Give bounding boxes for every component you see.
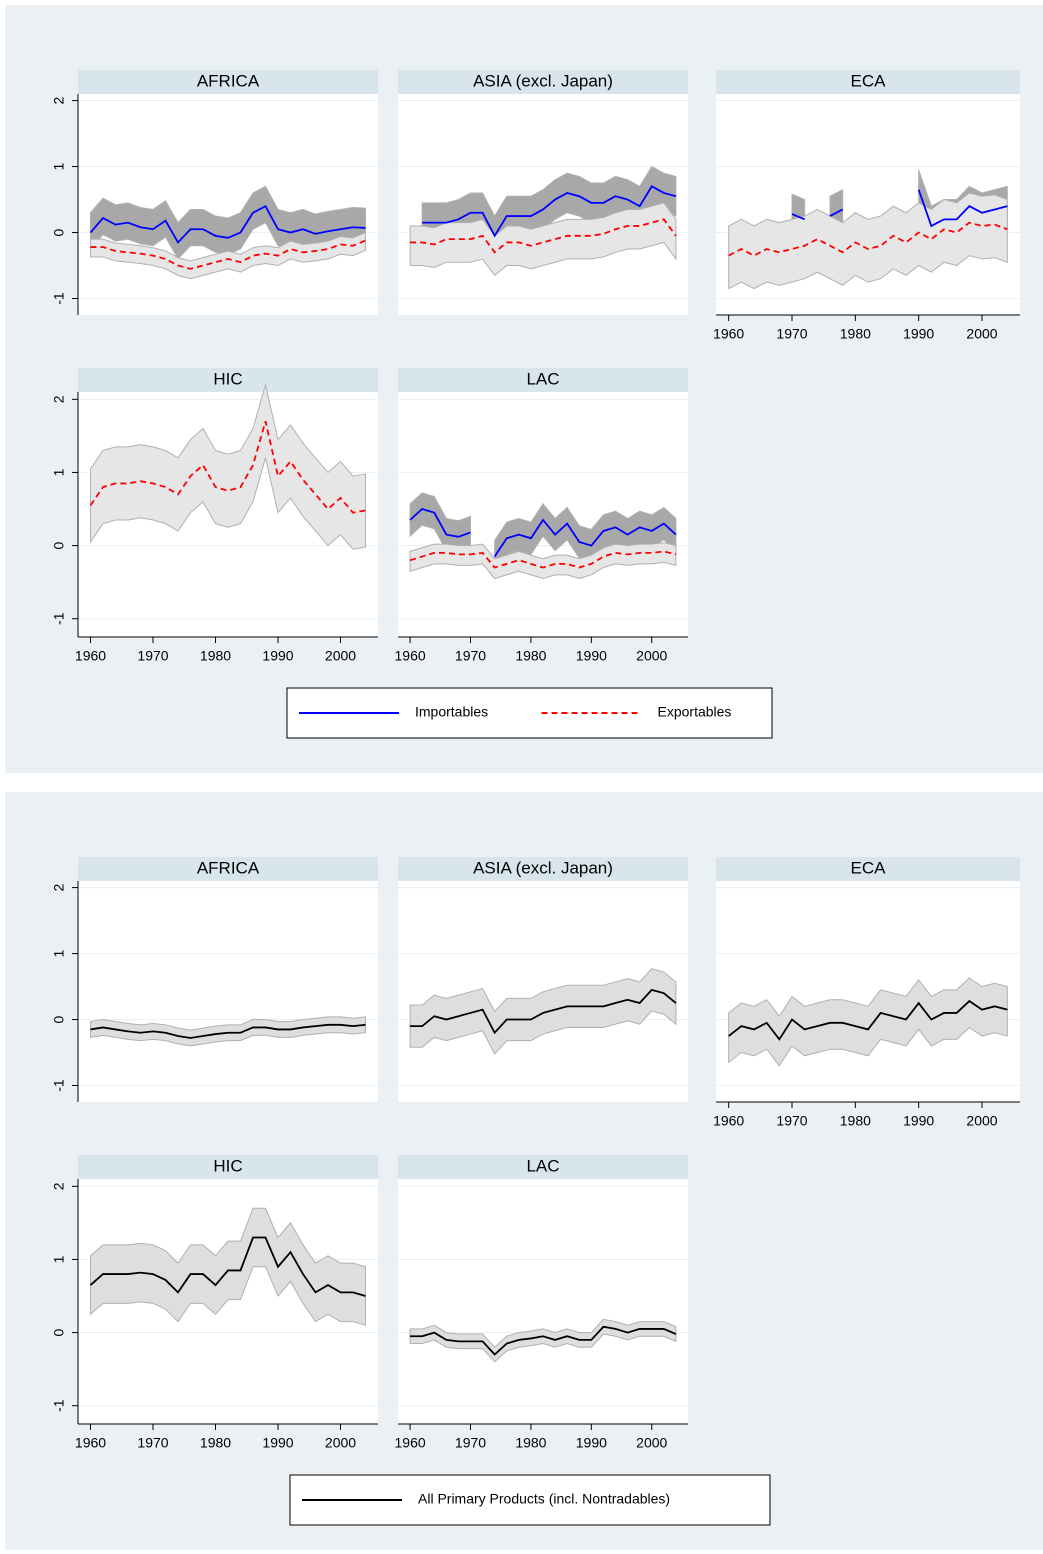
panel-title: LAC bbox=[526, 369, 559, 388]
panel-title: AFRICA bbox=[197, 858, 260, 877]
series-line bbox=[410, 988, 677, 1035]
x-tick-label: 1960 bbox=[75, 1435, 106, 1451]
confidence-band bbox=[728, 192, 1008, 290]
x-tick-label: 1980 bbox=[200, 1435, 231, 1451]
series-line bbox=[90, 239, 366, 270]
confidence-band bbox=[409, 492, 677, 575]
x-tick-label: 1980 bbox=[515, 1435, 546, 1451]
legend-label: Importables bbox=[415, 704, 488, 720]
confidence-band bbox=[409, 968, 677, 1055]
series-line bbox=[410, 218, 677, 254]
x-tick-label: 2000 bbox=[636, 1435, 667, 1451]
x-tick-label: 1960 bbox=[713, 1113, 744, 1129]
plot-area bbox=[398, 1179, 688, 1424]
y-tick-label: -1 bbox=[51, 612, 67, 625]
x-tick-label: 1960 bbox=[395, 1435, 426, 1451]
panel-title: LAC bbox=[526, 1156, 559, 1175]
y-tick-label: 1 bbox=[51, 468, 67, 476]
x-tick-label: 2000 bbox=[325, 648, 356, 664]
panel-strip bbox=[398, 857, 688, 881]
panel-title: HIC bbox=[213, 369, 242, 388]
y-tick-label: 2 bbox=[51, 395, 67, 403]
x-tick-label: 1980 bbox=[515, 648, 546, 664]
series-line bbox=[409, 508, 677, 558]
series-line bbox=[422, 185, 677, 238]
x-tick-label: 1970 bbox=[776, 1113, 807, 1129]
x-tick-label: 1980 bbox=[840, 1113, 871, 1129]
plot-area bbox=[78, 881, 378, 1102]
y-tick-label: 0 bbox=[51, 228, 67, 236]
legend-label: Exportables bbox=[658, 704, 732, 720]
x-tick-label: 2000 bbox=[966, 326, 997, 342]
x-tick-label: 1960 bbox=[395, 648, 426, 664]
x-tick-label: 1980 bbox=[200, 648, 231, 664]
y-tick-label: 0 bbox=[51, 1328, 67, 1336]
panel-title: ECA bbox=[851, 71, 887, 90]
series-line bbox=[791, 189, 1008, 228]
y-tick-label: 2 bbox=[51, 96, 67, 104]
confidence-band bbox=[90, 231, 366, 280]
x-tick-label: 1970 bbox=[455, 648, 486, 664]
y-tick-label: 1 bbox=[51, 162, 67, 170]
series-line bbox=[409, 550, 677, 569]
series-line bbox=[728, 999, 1008, 1041]
y-tick-label: 2 bbox=[51, 883, 67, 891]
panel-strip bbox=[78, 368, 378, 392]
panel-strip bbox=[78, 1155, 378, 1179]
y-tick-label: 1 bbox=[51, 1255, 67, 1263]
x-tick-label: 2000 bbox=[966, 1113, 997, 1129]
panel-title: ECA bbox=[851, 858, 887, 877]
panel-title: HIC bbox=[213, 1156, 242, 1175]
x-tick-label: 2000 bbox=[636, 648, 667, 664]
x-tick-label: 1970 bbox=[776, 326, 807, 342]
series-line bbox=[89, 1236, 366, 1297]
confidence-band bbox=[90, 1207, 366, 1326]
series-line bbox=[89, 421, 366, 514]
series-line bbox=[728, 221, 1008, 257]
panel-title: AFRICA bbox=[197, 71, 260, 90]
x-tick-label: 1990 bbox=[576, 1435, 607, 1451]
x-tick-label: 1990 bbox=[262, 648, 293, 664]
series-line bbox=[410, 1325, 677, 1356]
confidence-band bbox=[90, 384, 366, 550]
panel-title: ASIA (excl. Japan) bbox=[473, 858, 613, 877]
x-tick-label: 1970 bbox=[455, 1435, 486, 1451]
y-tick-label: 0 bbox=[51, 1015, 67, 1023]
panel-title: ASIA (excl. Japan) bbox=[473, 71, 613, 90]
y-tick-label: -1 bbox=[51, 1399, 67, 1412]
panel-strip bbox=[716, 857, 1020, 881]
y-tick-label: -1 bbox=[51, 292, 67, 305]
panel-strip bbox=[716, 70, 1020, 94]
x-tick-label: 2000 bbox=[325, 1435, 356, 1451]
series-line bbox=[90, 1023, 366, 1039]
x-tick-label: 1960 bbox=[713, 326, 744, 342]
y-tick-label: 1 bbox=[51, 949, 67, 957]
panel-strip bbox=[398, 368, 688, 392]
x-tick-label: 1960 bbox=[75, 648, 106, 664]
x-tick-label: 1980 bbox=[840, 326, 871, 342]
y-tick-label: 0 bbox=[51, 541, 67, 549]
panel-strip bbox=[398, 1155, 688, 1179]
confidence-band bbox=[409, 542, 677, 580]
series-line bbox=[89, 204, 366, 244]
confidence-band bbox=[90, 1016, 366, 1047]
confidence-band bbox=[409, 1318, 677, 1363]
x-tick-label: 1990 bbox=[262, 1435, 293, 1451]
y-tick-label: 2 bbox=[51, 1182, 67, 1190]
confidence-band bbox=[90, 185, 366, 260]
panel-strip bbox=[78, 857, 378, 881]
x-tick-label: 1990 bbox=[903, 1113, 934, 1129]
y-tick-label: -1 bbox=[51, 1079, 67, 1092]
confidence-band bbox=[728, 977, 1008, 1067]
panel-strip bbox=[78, 70, 378, 94]
x-tick-label: 1970 bbox=[137, 648, 168, 664]
confidence-band bbox=[409, 202, 677, 277]
x-tick-label: 1970 bbox=[137, 1435, 168, 1451]
x-tick-label: 1990 bbox=[903, 326, 934, 342]
legend-label: All Primary Products (incl. Nontradables… bbox=[418, 1491, 670, 1507]
panel-strip bbox=[398, 70, 688, 94]
x-tick-label: 1990 bbox=[576, 648, 607, 664]
